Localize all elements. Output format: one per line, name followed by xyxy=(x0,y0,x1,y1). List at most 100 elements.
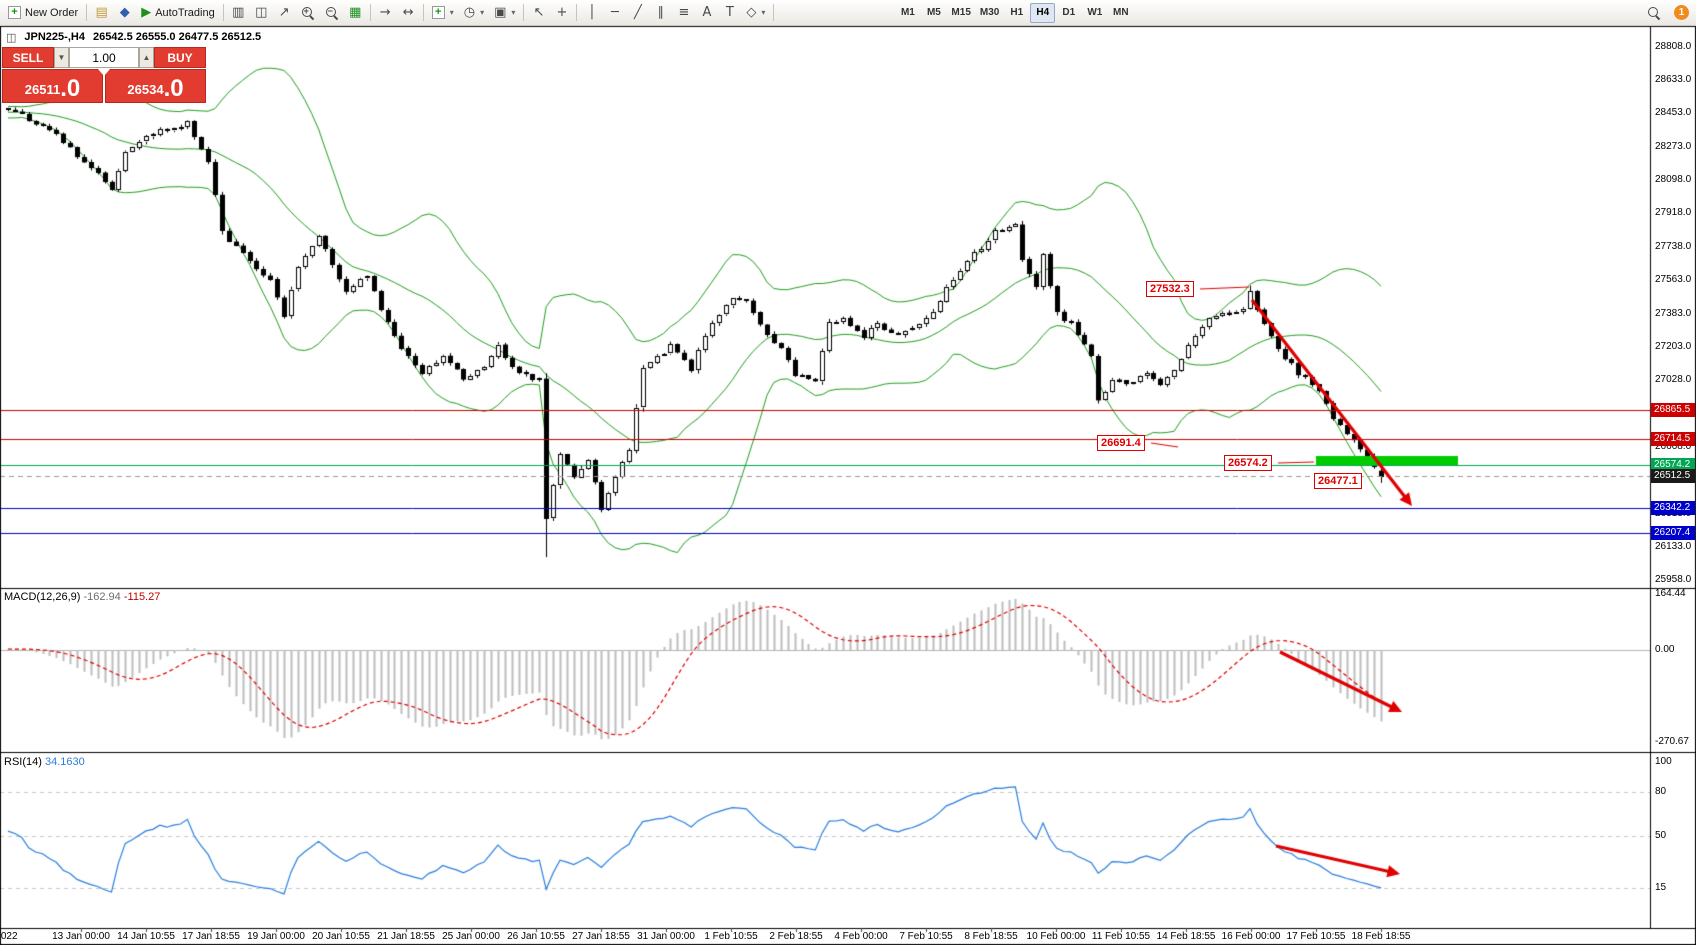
market-watch-button[interactable]: ▤ xyxy=(90,2,113,23)
templates-button[interactable]: ▣ ▾ xyxy=(489,2,520,23)
macd-signal-value: -115.27 xyxy=(123,591,161,603)
one-click-trading-panel: SELL ▼ ▲ BUY 26511 .0 26534 .0 xyxy=(2,47,206,103)
timeframe-button-h4[interactable]: H4 xyxy=(1030,2,1056,23)
trendline-button[interactable]: ╱ xyxy=(626,2,649,23)
shapes-icon: ◇ xyxy=(746,5,757,20)
navigator-button[interactable]: ◆ xyxy=(113,2,136,23)
channel-button[interactable]: ∥ xyxy=(649,2,672,23)
timeframe-button-h1[interactable]: H1 xyxy=(1004,3,1029,23)
time-axis-label: 17 Feb 10:55 xyxy=(1286,931,1346,942)
macd-main-value: -162.94 xyxy=(83,591,121,603)
price-divider xyxy=(98,69,110,103)
time-axis-label: 25 Jan 00:00 xyxy=(442,931,500,942)
vertical-line-button[interactable]: │ xyxy=(580,2,603,23)
auto-scroll-icon: → xyxy=(379,5,391,20)
toolbar-separator xyxy=(523,4,525,21)
chart-shift-button[interactable]: ↔ xyxy=(397,2,420,23)
bar-chart-button[interactable]: ▥ xyxy=(227,2,250,23)
fibonacci-icon: ≡ xyxy=(678,5,690,20)
timeframe-button-m1[interactable]: M1 xyxy=(895,3,920,23)
search-icon xyxy=(1647,6,1661,20)
time-axis-label: 11 Feb 10:55 xyxy=(1091,931,1151,942)
toolbar: New Order ▤ ◆ ▶ AutoTrading ▥ ◫ ↗ + − ▦ … xyxy=(0,0,1696,26)
autotrading-button[interactable]: ▶ AutoTrading xyxy=(136,2,220,23)
time-axis-label: 21 Jan 18:55 xyxy=(377,931,435,942)
price-axis-label: 27738.0 xyxy=(1655,241,1692,253)
horizontal-line-button[interactable]: ─ xyxy=(603,2,626,23)
timeframe-button-w1[interactable]: W1 xyxy=(1082,3,1107,23)
price-annotation[interactable]: 26691.4 xyxy=(1097,435,1145,451)
text-label-icon: T xyxy=(725,5,734,20)
timeframe-button-d1[interactable]: D1 xyxy=(1056,3,1081,23)
rsi-axis-label: 80 xyxy=(1655,785,1667,797)
chart-ohlc-values: 26542.5 26555.0 26477.5 26512.5 xyxy=(92,31,262,43)
candlestick-chart-button[interactable]: ◫ xyxy=(250,2,273,23)
price-axis-label: 27563.0 xyxy=(1655,273,1692,285)
sell-price-main: 26511 xyxy=(24,82,61,97)
macd-axis-label: 0.00 xyxy=(1655,644,1675,655)
price-annotation[interactable]: 26477.1 xyxy=(1314,473,1362,489)
time-axis-label: 14 Jan 10:55 xyxy=(117,931,175,942)
price-annotation[interactable]: 26574.2 xyxy=(1224,455,1272,471)
sell-button[interactable]: SELL xyxy=(2,47,54,68)
price-marker-label: 26207.4 xyxy=(1651,526,1695,541)
new-order-button[interactable]: New Order xyxy=(3,2,83,23)
time-axis-label: 20 Jan 10:55 xyxy=(312,931,370,942)
indicators-button[interactable]: ▾ xyxy=(427,2,459,23)
horizontal-line-icon: ─ xyxy=(610,5,619,20)
rsi-indicator-label: RSI(14) 34.1630 xyxy=(4,756,85,768)
price-axis-label: 28808.0 xyxy=(1655,41,1692,52)
price-annotation[interactable]: 27532.3 xyxy=(1146,281,1194,297)
text-button[interactable]: A xyxy=(695,2,718,23)
timeframe-button-mn[interactable]: MN xyxy=(1108,3,1133,23)
timeframe-button-m15[interactable]: M15 xyxy=(947,3,974,23)
buy-button[interactable]: BUY xyxy=(154,47,206,68)
tile-windows-button[interactable]: ▦ xyxy=(344,2,367,23)
volume-decrease-button[interactable]: ▼ xyxy=(54,47,69,68)
price-axis-label: 27028.0 xyxy=(1655,373,1692,385)
fibonacci-button[interactable]: ≡ xyxy=(672,2,695,23)
chart-symbol-period: JPN225-,H4 xyxy=(24,31,85,43)
time-axis-label: 19 Jan 00:00 xyxy=(247,931,305,942)
text-icon: A xyxy=(702,5,712,20)
chart-shift-icon: ↔ xyxy=(402,5,414,20)
toolbar-separator xyxy=(773,4,775,21)
buy-price-display[interactable]: 26534 .0 xyxy=(105,69,206,103)
time-axis-label: 7 Feb 10:55 xyxy=(899,931,953,942)
price-axis-label: 25958.0 xyxy=(1655,574,1692,585)
chevron-down-icon: ▾ xyxy=(480,8,485,17)
timeframe-button-m30[interactable]: M30 xyxy=(976,3,1003,23)
time-axis-label: 4 Feb 00:00 xyxy=(834,931,888,942)
text-label-button[interactable]: T xyxy=(718,2,741,23)
toolbar-separator xyxy=(422,4,424,21)
volume-input[interactable] xyxy=(69,47,139,68)
macd-indicator-label: MACD(12,26,9) -162.94 -115.27 xyxy=(4,591,160,603)
shapes-button[interactable]: ◇ ▾ xyxy=(741,2,770,23)
toolbar-separator xyxy=(369,4,371,21)
periods-button[interactable]: ◷ ▾ xyxy=(459,2,489,23)
auto-scroll-button[interactable]: → xyxy=(374,2,397,23)
channel-icon: ∥ xyxy=(657,5,665,20)
zoom-out-button[interactable]: − xyxy=(320,2,344,23)
volume-increase-button[interactable]: ▲ xyxy=(139,47,154,68)
cursor-icon: ↖ xyxy=(533,5,545,20)
time-axis-label: 12 Jan 2022 xyxy=(0,931,18,942)
vertical-line-icon: │ xyxy=(587,5,596,20)
notifications-badge[interactable]: 1 xyxy=(1674,5,1689,20)
time-axis-label: 18 Feb 18:55 xyxy=(1351,931,1411,942)
crosshair-button[interactable]: + xyxy=(550,2,573,23)
sell-price-display[interactable]: 26511 .0 xyxy=(2,69,103,103)
price-axis-label: 27383.0 xyxy=(1655,307,1692,319)
search-button[interactable] xyxy=(1642,2,1666,23)
timeframe-group: M1 M5 M15 M30 H1 H4 D1 W1 MN xyxy=(895,2,1133,23)
line-chart-button[interactable]: ↗ xyxy=(273,2,296,23)
time-axis-label: 26 Jan 10:55 xyxy=(507,931,565,942)
rsi-axis-label: 50 xyxy=(1655,830,1667,842)
zoom-in-button[interactable]: + xyxy=(296,2,320,23)
timeframe-button-m5[interactable]: M5 xyxy=(921,3,946,23)
cursor-button[interactable]: ↖ xyxy=(527,2,550,23)
time-axis-label: 31 Jan 00:00 xyxy=(637,931,695,942)
price-axis-label: 28273.0 xyxy=(1655,141,1692,153)
price-marker-label: 26714.5 xyxy=(1651,431,1695,446)
